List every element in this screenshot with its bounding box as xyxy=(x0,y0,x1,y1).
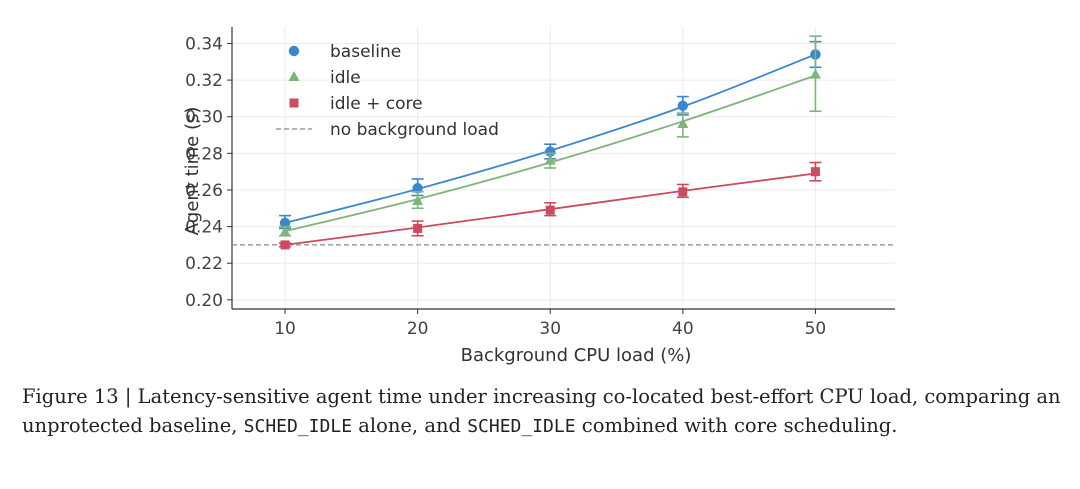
legend-marker-idle xyxy=(288,71,300,81)
point-baseline xyxy=(677,100,689,111)
legend-label-idle-core: idle + core xyxy=(330,94,423,114)
point-idle xyxy=(677,118,689,129)
point-idle xyxy=(544,154,556,165)
point-idle-core xyxy=(678,187,688,197)
y-tick-label: 0.32 xyxy=(185,71,223,91)
series-idle-core xyxy=(279,161,822,250)
y-tick-label: 0.20 xyxy=(185,291,223,311)
legend-label-reference: no background load xyxy=(330,120,499,140)
series-idle xyxy=(279,35,822,237)
y-tick-label: 0.22 xyxy=(185,254,223,274)
x-tick-label: 50 xyxy=(805,319,827,339)
legend-marker-idle-core xyxy=(289,98,299,108)
grid xyxy=(232,27,895,309)
caption-text-2: alone, and xyxy=(352,414,468,437)
point-idle-core xyxy=(810,167,820,177)
y-tick-label: 0.26 xyxy=(185,181,223,201)
axes xyxy=(231,27,895,310)
legend-marker-baseline xyxy=(288,45,300,57)
point-idle xyxy=(279,226,291,237)
x-tick-label: 40 xyxy=(672,319,694,339)
legend-label-baseline: baseline xyxy=(330,42,401,62)
point-idle xyxy=(809,68,821,79)
caption-code-1: SCHED_IDLE xyxy=(243,416,353,437)
y-tick-label: 0.30 xyxy=(185,108,223,128)
point-idle-core xyxy=(280,240,290,250)
y-axis-label: Agent time (s) xyxy=(182,107,203,236)
x-axis-label: Background CPU load (%) xyxy=(461,345,692,366)
figure-caption: Figure 13 | Latency-sensitive agent time… xyxy=(22,382,1062,441)
x-tick-label: 10 xyxy=(274,319,296,339)
series-group xyxy=(279,35,822,250)
point-idle-core xyxy=(545,205,555,215)
chart: 10 20 30 40 50 0.20 0.22 0.24 0.26 0.28 0.30 0.32 0.… xyxy=(182,27,895,366)
x-tick-label: 20 xyxy=(407,319,429,339)
legend-label-idle: idle xyxy=(330,68,361,88)
y-tick-label: 0.28 xyxy=(185,144,223,164)
caption-text-3: combined with core scheduling. xyxy=(575,414,898,437)
y-tick-label: 0.24 xyxy=(185,218,223,238)
y-tick-label: 0.34 xyxy=(185,34,223,54)
caption-code-2: SCHED_IDLE xyxy=(467,416,576,437)
x-tick-label: 30 xyxy=(539,319,561,339)
point-idle xyxy=(412,194,424,205)
point-baseline xyxy=(279,217,291,229)
legend: baseline idle idle + core no background loa… xyxy=(276,42,499,140)
point-idle-core xyxy=(413,223,423,233)
ticks: 10 20 30 40 50 0.20 0.22 0.24 0.26 0.28 0.30 0.32 0.… xyxy=(185,34,826,339)
point-baseline xyxy=(412,182,423,194)
caption-text-1: Figure 13 | Latency-sensitive agent time… xyxy=(22,385,1061,437)
